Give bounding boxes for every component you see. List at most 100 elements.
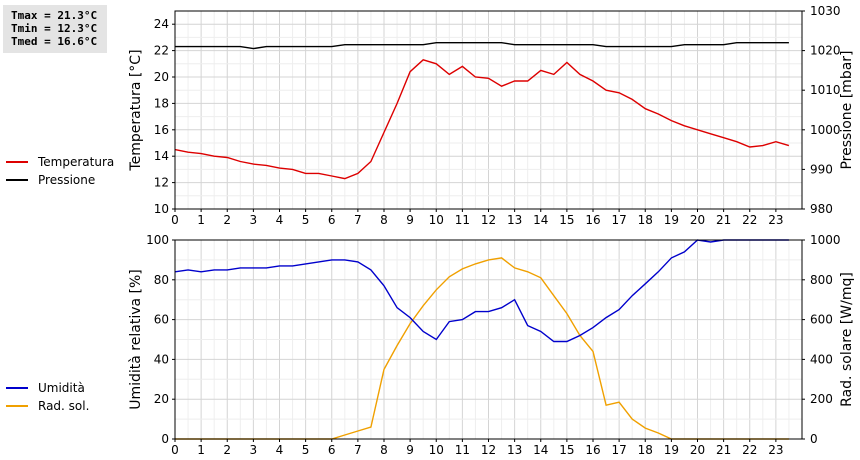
chart2-x-tick-label: 11	[455, 443, 470, 457]
rad-sol-swatch	[6, 405, 28, 407]
legend-item-umidita: Umidità	[6, 379, 89, 397]
chart2-ylabel: Umidità relativa [%]	[128, 269, 144, 410]
chart1-x-tick-label: 1	[197, 213, 205, 227]
chart1-series-0-line	[174, 59, 790, 180]
chart1-y-tick-label: 22	[154, 44, 169, 58]
chart2-x-tick-label: 5	[302, 443, 310, 457]
chart2-x-tick-label: 20	[690, 443, 705, 457]
chart1-y2-tick-label: 1010	[810, 83, 841, 97]
chart2-x-tick-label: 4	[276, 443, 284, 457]
chart2-y2-tick-label: 200	[810, 392, 833, 406]
chart2-x-tick-label: 19	[664, 443, 679, 457]
chart1-series-1-line	[175, 42, 789, 50]
chart2-x-tick-label: 17	[611, 443, 626, 457]
chart1-x-tick-label: 9	[406, 213, 414, 227]
chart1-x-tick-label: 7	[354, 213, 362, 227]
chart2-x-tick-label: 16	[585, 443, 600, 457]
chart2-x-tick-label: 12	[481, 443, 496, 457]
chart1-x-tick-label: 5	[302, 213, 310, 227]
chart2-y-tick-label: 100	[146, 233, 169, 247]
legend-label-rad-sol: Rad. sol.	[38, 399, 90, 413]
chart2-y-tick-label: 60	[154, 313, 169, 327]
chart1-y-tick-label: 18	[154, 96, 169, 110]
chart1-y-tick-label: 12	[154, 176, 169, 190]
legend-item-pressione: Pressione	[6, 171, 114, 189]
chart1-x-tick-label: 0	[171, 213, 179, 227]
chart1-y2label: Pressione [mbar]	[839, 50, 855, 169]
chart2-x-tick-label: 15	[559, 443, 574, 457]
chart2-y2-tick-label: 0	[810, 432, 818, 446]
chart1-x-tick-label: 21	[716, 213, 731, 227]
chart2-y2-tick-label: 800	[810, 273, 833, 287]
legend-label-temperatura: Temperatura	[38, 155, 115, 169]
chart1-x-tick-label: 10	[429, 213, 444, 227]
chart1-y2-tick-label: 1000	[810, 123, 841, 137]
chart1-x-tick-label: 12	[481, 213, 496, 227]
chart2-x-tick-label: 1	[197, 443, 205, 457]
pressione-swatch	[6, 179, 28, 181]
chart2-series-0-line	[174, 239, 789, 343]
chart2-series-1-line	[175, 257, 789, 440]
chart1-y2-tick-label: 980	[810, 202, 833, 216]
chart1-x-tick-label: 15	[559, 213, 574, 227]
chart2-y2-tick-label: 1000	[810, 233, 841, 247]
stat-tmin: Tmin = 12.3°C	[11, 22, 98, 35]
chart1-x-tick-label: 4	[276, 213, 284, 227]
chart1-y2-tick-label: 1020	[810, 44, 841, 58]
umidita-swatch	[6, 387, 28, 389]
chart1-x-tick-label: 16	[585, 213, 600, 227]
chart2-x-tick-label: 8	[380, 443, 388, 457]
chart2-y2-tick-label: 400	[810, 352, 833, 366]
chart1-x-tick-label: 14	[533, 213, 548, 227]
chart1-x-tick-label: 23	[768, 213, 783, 227]
chart1-x-tick-label: 18	[638, 213, 653, 227]
chart2-x-tick-label: 21	[716, 443, 731, 457]
chart2-y2label: Rad. solare [W/mq]	[839, 272, 855, 407]
chart2-x-tick-label: 13	[507, 443, 522, 457]
chart2-x-tick-label: 0	[171, 443, 179, 457]
chart2-y-tick-label: 20	[154, 392, 169, 406]
chart2-x-tick-label: 23	[768, 443, 783, 457]
chart1-x-tick-label: 3	[250, 213, 258, 227]
chart1-ylabel: Temperatura [°C]	[128, 49, 144, 171]
stat-tmed: Tmed = 16.6°C	[11, 35, 98, 48]
chart1-y-tick-label: 10	[154, 202, 169, 216]
chart1-x-tick-label: 2	[223, 213, 231, 227]
chart1-x-tick-label: 13	[507, 213, 522, 227]
temperatura-swatch	[6, 161, 28, 163]
chart2-x-tick-label: 2	[223, 443, 231, 457]
chart1-y2-tick-label: 1030	[810, 4, 841, 18]
chart1-y-tick-label: 24	[154, 17, 169, 31]
chart1-y-tick-label: 16	[154, 123, 169, 137]
chart1-x-tick-label: 22	[742, 213, 757, 227]
legend-label-pressione: Pressione	[38, 173, 96, 187]
chart2-y2-tick-label: 600	[810, 313, 833, 327]
chart1-y-tick-label: 14	[154, 149, 169, 163]
stat-tmax: Tmax = 21.3°C	[11, 9, 98, 22]
chart2-x-tick-label: 6	[328, 443, 336, 457]
chart1-x-tick-label: 11	[455, 213, 470, 227]
chart2-x-tick-label: 18	[638, 443, 653, 457]
chart2-y-tick-label: 0	[161, 432, 169, 446]
chart2-y-tick-label: 40	[154, 352, 169, 366]
legend-bottom: Umidità Rad. sol.	[6, 379, 89, 415]
chart2-x-tick-label: 10	[429, 443, 444, 457]
chart2-x-tick-label: 3	[250, 443, 258, 457]
chart1-x-tick-label: 8	[380, 213, 388, 227]
chart1-x-tick-label: 17	[611, 213, 626, 227]
chart1-y2-tick-label: 990	[810, 162, 833, 176]
chart1-x-tick-label: 6	[328, 213, 336, 227]
chart1-y-tick-label: 20	[154, 70, 169, 84]
chart2-x-tick-label: 14	[533, 443, 548, 457]
legend-item-rad-sol: Rad. sol.	[6, 397, 89, 415]
chart1-x-tick-label: 19	[664, 213, 679, 227]
legend-label-umidita: Umidità	[38, 381, 85, 395]
chart1-x-tick-label: 20	[690, 213, 705, 227]
legend-top: Temperatura Pressione	[6, 153, 114, 189]
chart2-x-tick-label: 7	[354, 443, 362, 457]
chart2-x-tick-label: 9	[406, 443, 414, 457]
legend-item-temperatura: Temperatura	[6, 153, 114, 171]
chart2-y-tick-label: 80	[154, 273, 169, 287]
chart2-x-tick-label: 22	[742, 443, 757, 457]
